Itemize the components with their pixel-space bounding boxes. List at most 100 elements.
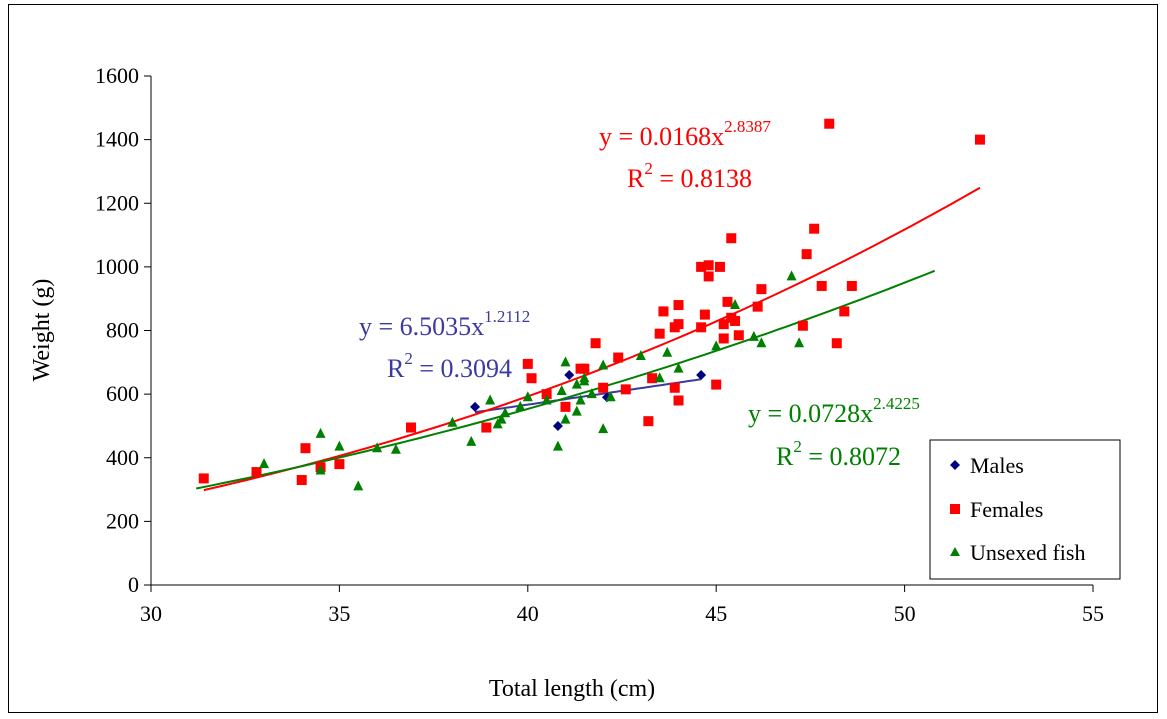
data-point-females	[296, 475, 307, 486]
data-point-females	[590, 338, 601, 349]
data-point-unsexed-fish	[575, 394, 586, 405]
data-point-unsexed-fish	[571, 405, 582, 416]
chart-frame: 0 200 400 600 800 1000 1200 1400 1600 30 35 40 45 50 5…	[8, 4, 1158, 713]
equation-females: y = 0.0168x2.8387	[599, 117, 771, 151]
r-squared-females: R2 = 0.8138	[627, 159, 752, 193]
data-point-unsexed-fish	[794, 337, 805, 348]
data-point-unsexed-fish	[654, 372, 665, 383]
legend-marker-unsexed	[950, 547, 960, 556]
x-tick-label: 45	[705, 601, 727, 626]
data-point-females	[711, 379, 722, 390]
data-point-unsexed-fish	[662, 346, 673, 357]
data-point-females	[722, 296, 733, 307]
x-tick-label: 55	[1082, 601, 1104, 626]
data-point-females	[405, 422, 416, 433]
data-point-unsexed-fish	[605, 391, 616, 402]
chart-plot: 0 200 400 600 800 1000 1200 1400 1600 30 35 40 45 50 5…	[29, 63, 1121, 702]
data-point-females	[541, 389, 552, 400]
data-point-females	[673, 319, 684, 330]
legend: Males Females Unsexed fish	[929, 439, 1121, 580]
data-point-females	[251, 467, 262, 478]
data-point-females	[726, 233, 737, 244]
data-point-females	[647, 373, 658, 384]
data-point-females	[334, 459, 345, 470]
data-point-unsexed-fish	[571, 378, 582, 389]
data-point-unsexed-fish	[390, 443, 401, 454]
x-tick-label: 30	[140, 601, 162, 626]
data-point-unsexed-fish	[673, 362, 684, 373]
y-tick-label: 1400	[95, 127, 139, 152]
y-tick-label: 800	[106, 318, 139, 343]
x-axis-title: Total length (cm)	[489, 676, 655, 702]
data-point-unsexed-fish	[635, 349, 646, 360]
data-point-females	[643, 416, 654, 427]
data-point-females	[714, 261, 725, 272]
data-point-females	[801, 249, 812, 260]
data-point-females	[730, 315, 741, 326]
y-tick-label: 0	[128, 572, 139, 597]
data-point-females	[824, 118, 835, 129]
data-point-females	[839, 306, 850, 317]
x-tick-label: 40	[517, 601, 539, 626]
data-point-unsexed-fish	[579, 375, 590, 386]
data-point-unsexed-fish	[730, 299, 741, 310]
data-point-females	[718, 319, 729, 330]
data-point-unsexed-fish	[522, 391, 533, 402]
data-point-males	[470, 401, 481, 412]
data-point-females	[703, 271, 714, 282]
data-point-unsexed-fish	[447, 416, 458, 427]
data-point-unsexed-fish	[711, 340, 722, 351]
legend-label-females: Females	[970, 497, 1043, 522]
data-point-unsexed-fish	[372, 442, 383, 453]
data-points	[198, 118, 985, 491]
data-point-unsexed-fish	[466, 435, 477, 446]
data-point-unsexed-fish	[500, 407, 511, 418]
data-point-females	[696, 261, 707, 272]
r-squared-males: R2 = 0.3094	[387, 349, 512, 383]
legend-label-males: Males	[970, 453, 1024, 478]
data-point-unsexed-fish	[485, 394, 496, 405]
data-point-females	[522, 358, 533, 369]
legend-label-unsexed: Unsexed fish	[970, 540, 1085, 565]
trendline-females	[203, 186, 981, 492]
data-point-females	[809, 223, 820, 234]
trendline-unsexed-fish	[196, 269, 936, 490]
legend-marker-males	[950, 460, 960, 470]
data-point-males	[552, 420, 563, 431]
data-point-females	[733, 330, 744, 341]
data-point-unsexed-fish	[556, 384, 567, 395]
data-point-unsexed-fish	[786, 270, 797, 281]
data-point-males	[564, 370, 575, 381]
x-tick-label: 35	[328, 601, 350, 626]
x-tick-label: 50	[894, 601, 916, 626]
y-tick-label: 1600	[95, 63, 139, 88]
r-squared-unsexed-fish: R2 = 0.8072	[776, 437, 901, 471]
data-point-females	[797, 320, 808, 331]
data-point-unsexed-fish	[552, 440, 563, 451]
data-point-males	[696, 370, 707, 381]
data-point-females	[846, 280, 857, 291]
data-point-females	[673, 300, 684, 311]
data-point-unsexed-fish	[259, 458, 270, 469]
y-tick-label: 1200	[95, 190, 139, 215]
data-point-unsexed-fish	[515, 400, 526, 411]
y-tick-label: 400	[106, 445, 139, 470]
axes: 0 200 400 600 800 1000 1200 1400 1600 30 35 40 45 50 5…	[95, 63, 1104, 626]
data-point-unsexed-fish	[756, 337, 767, 348]
data-point-females	[816, 280, 827, 291]
data-point-females	[703, 260, 714, 271]
data-point-unsexed-fish	[598, 423, 609, 434]
data-point-females	[752, 301, 763, 312]
y-tick-label: 1000	[95, 254, 139, 279]
data-point-unsexed-fish	[334, 440, 345, 451]
data-point-unsexed-fish	[560, 356, 571, 367]
data-point-females	[481, 422, 492, 433]
data-point-females	[831, 338, 842, 349]
data-point-females	[613, 352, 624, 363]
data-point-unsexed-fish	[315, 427, 326, 438]
data-point-unsexed-fish	[586, 388, 597, 399]
data-point-unsexed-fish	[315, 464, 326, 475]
data-point-females	[696, 322, 707, 333]
data-point-females	[673, 395, 684, 406]
y-tick-label: 600	[106, 381, 139, 406]
